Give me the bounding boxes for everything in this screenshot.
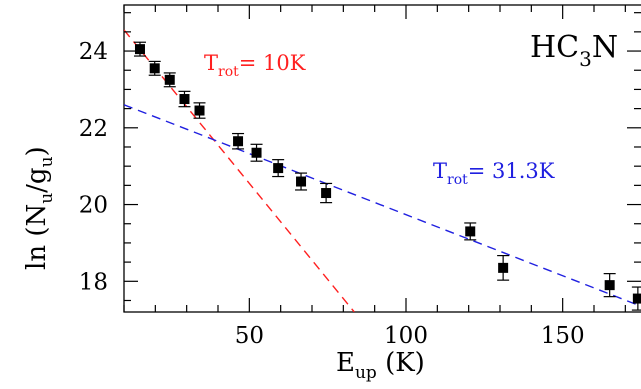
data-point: [320, 182, 333, 204]
data-point: [272, 159, 285, 178]
data-point: [148, 60, 161, 76]
y-axis-title: ln (Nu/gu): [22, 146, 57, 270]
point-marker: [233, 136, 244, 147]
x-tick-label: 150: [541, 323, 585, 349]
point-marker: [194, 105, 205, 116]
plot-frame: [123, 4, 641, 313]
data-point: [464, 222, 477, 241]
fit-line-1: [124, 104, 641, 307]
fit-lines: [124, 29, 641, 312]
y-tick-label: 24: [79, 39, 108, 65]
point-marker: [604, 280, 615, 291]
data-points: [133, 41, 641, 311]
point-marker: [164, 74, 175, 85]
point-marker: [179, 94, 190, 105]
data-point: [295, 172, 308, 191]
x-tick-label: 50: [235, 323, 264, 349]
y-tick-label: 18: [79, 269, 108, 295]
point-marker: [134, 44, 145, 55]
point-marker: [465, 226, 476, 237]
data-point: [603, 273, 616, 298]
x-axis-title: Eup (K): [336, 348, 425, 383]
data-point: [193, 102, 206, 119]
point-marker: [321, 188, 332, 199]
fit-label-red: Trot= 10K: [204, 51, 306, 80]
y-tick-label: 22: [79, 116, 108, 142]
point-marker: [251, 147, 262, 158]
point-marker: [273, 163, 284, 174]
data-point: [178, 90, 191, 108]
plot-area: [123, 4, 641, 313]
data-point: [250, 143, 263, 162]
point-marker: [149, 63, 160, 74]
data-point: [163, 72, 176, 88]
point-marker: [296, 176, 307, 187]
molecule-label: HC3N: [530, 30, 618, 71]
tick-labels: 50 100 150 18 20 22 24: [79, 39, 585, 349]
data-point: [631, 286, 641, 311]
point-marker: [498, 262, 509, 273]
data-point: [232, 132, 245, 150]
y-tick-label: 20: [79, 193, 108, 219]
data-point: [133, 41, 146, 57]
point-marker: [632, 293, 641, 304]
x-tick-label: 100: [384, 323, 428, 349]
fit-line-0: [124, 29, 355, 312]
fit-label-blue: Trot= 31.3K: [433, 159, 555, 188]
data-point: [497, 254, 510, 281]
